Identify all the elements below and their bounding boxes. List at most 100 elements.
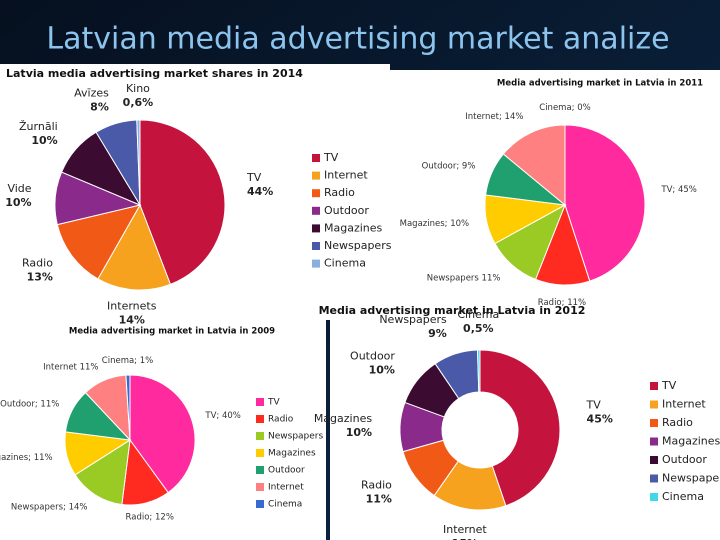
data-label: 10%: [369, 363, 395, 376]
data-label: Outdoor; 11%: [0, 399, 59, 409]
legend-swatch: [312, 224, 320, 233]
legend-label: Internet: [662, 398, 706, 411]
slide-title: Latvian media advertising market analize: [46, 22, 669, 57]
pie-slice: [97, 203, 172, 291]
data-label: 44%: [247, 185, 273, 198]
legend-label: TV: [267, 398, 280, 408]
chart-title: Media advertising market in Latvia in 20…: [497, 79, 703, 89]
data-label: Radio; 12%: [126, 512, 174, 522]
data-label: 15%: [452, 537, 478, 540]
pie-slice: [139, 119, 226, 286]
legend-swatch: [650, 400, 658, 409]
legend-label: Magazines: [324, 221, 383, 234]
legend-label: Magazines: [662, 435, 720, 448]
data-label: 0,5%: [463, 322, 494, 335]
slice-name: Newspapers: [379, 313, 447, 326]
slice-name: Žurnāli: [19, 120, 58, 133]
legend-swatch: [650, 493, 658, 501]
chart-title: Latvia media advertising market shares i…: [6, 67, 303, 80]
legend-label: Radio: [324, 186, 355, 199]
slice-name: Cinema: [457, 308, 499, 321]
slice-name: Radio: [22, 256, 53, 269]
pie-slice: [564, 124, 646, 282]
data-label: 9%: [428, 327, 447, 340]
data-label: 13%: [27, 270, 53, 283]
legend-label: TV: [323, 151, 339, 164]
legend-swatch: [650, 382, 658, 390]
slice-name: Vide: [7, 182, 31, 195]
legend-swatch: [256, 483, 264, 491]
legend-swatch: [312, 171, 320, 180]
pie-slice: [56, 204, 142, 280]
legend-label: Radio: [662, 416, 693, 429]
chart-title: Media advertising market in Latvia in 20…: [319, 304, 586, 317]
legend-label: Newspapers: [662, 472, 720, 485]
slice-name: TV: [586, 398, 602, 411]
data-label: Newspapers; 14%: [11, 502, 88, 512]
legend-swatch: [650, 419, 658, 427]
pie-slice: [136, 119, 141, 206]
legend-label: TV: [661, 379, 677, 392]
data-label: Internet; 14%: [465, 112, 523, 122]
data-label: 10%: [5, 196, 31, 209]
data-label: 10%: [31, 134, 57, 147]
slice-name: Magazines: [314, 412, 373, 425]
legend-label: Outdoor: [662, 453, 707, 466]
slice-name: Radio: [361, 479, 392, 492]
data-label: TV; 40%: [204, 411, 240, 421]
legend-label: Cinema: [662, 490, 704, 503]
legend-label: Magazines: [268, 449, 316, 459]
data-label: 11%: [366, 493, 392, 506]
legend-swatch: [650, 474, 658, 483]
chart-title: Media advertising market in Latvia in 20…: [69, 327, 275, 337]
legend-swatch: [256, 398, 264, 406]
slice-name: Kino: [126, 82, 150, 95]
legend-label: Cinema: [268, 500, 302, 510]
legend-swatch: [312, 259, 320, 268]
data-label: 14%: [119, 313, 145, 326]
legend-label: Radio: [268, 415, 294, 425]
legend-label: Outdoor: [268, 466, 305, 476]
data-label: 8%: [90, 101, 109, 114]
data-label: Newspapers 11%: [427, 274, 501, 284]
data-label: 45%: [587, 412, 613, 425]
data-label: TV; 45%: [660, 185, 696, 195]
data-label: 0,6%: [123, 96, 154, 109]
slice-name: Avīzes: [74, 87, 109, 100]
legend-swatch: [312, 242, 320, 250]
legend-swatch: [650, 456, 658, 464]
doughnut-slice: [479, 349, 561, 507]
data-label: Cinema; 0%: [539, 103, 590, 113]
slice-name: Outdoor: [350, 349, 395, 362]
slice-name: Internet: [443, 523, 487, 536]
legend-swatch: [256, 449, 264, 457]
legend-swatch: [650, 437, 658, 446]
pie-slice: [129, 374, 196, 494]
pie-slice: [502, 124, 566, 207]
legend-swatch: [256, 466, 264, 474]
legend-swatch: [312, 189, 320, 198]
legend-label: Newspapers: [268, 432, 323, 442]
pie-slice: [74, 439, 131, 506]
legend-swatch: [312, 154, 320, 162]
data-label: Outdoor; 9%: [422, 162, 476, 172]
slice-name: Internets: [107, 299, 157, 312]
legend-label: Outdoor: [324, 204, 369, 217]
slice-name: TV: [246, 171, 262, 184]
legend-swatch: [312, 206, 320, 215]
data-label: 10%: [346, 426, 372, 439]
legend-label: Cinema: [324, 257, 366, 270]
legend-swatch: [256, 500, 264, 508]
data-label: Internet 11%: [43, 363, 98, 373]
doughnut-slice: [476, 349, 481, 393]
legend-swatch: [256, 432, 264, 440]
data-label: Radio; 11%: [538, 298, 586, 308]
legend-label: Internet: [324, 169, 368, 182]
legend-label: Newspapers: [324, 239, 392, 252]
legend-swatch: [256, 415, 264, 423]
legend-label: Internet: [268, 483, 304, 493]
data-label: Cinema; 1%: [102, 356, 153, 366]
data-label: Magazines; 10%: [400, 219, 469, 229]
pie-slice: [125, 374, 131, 441]
